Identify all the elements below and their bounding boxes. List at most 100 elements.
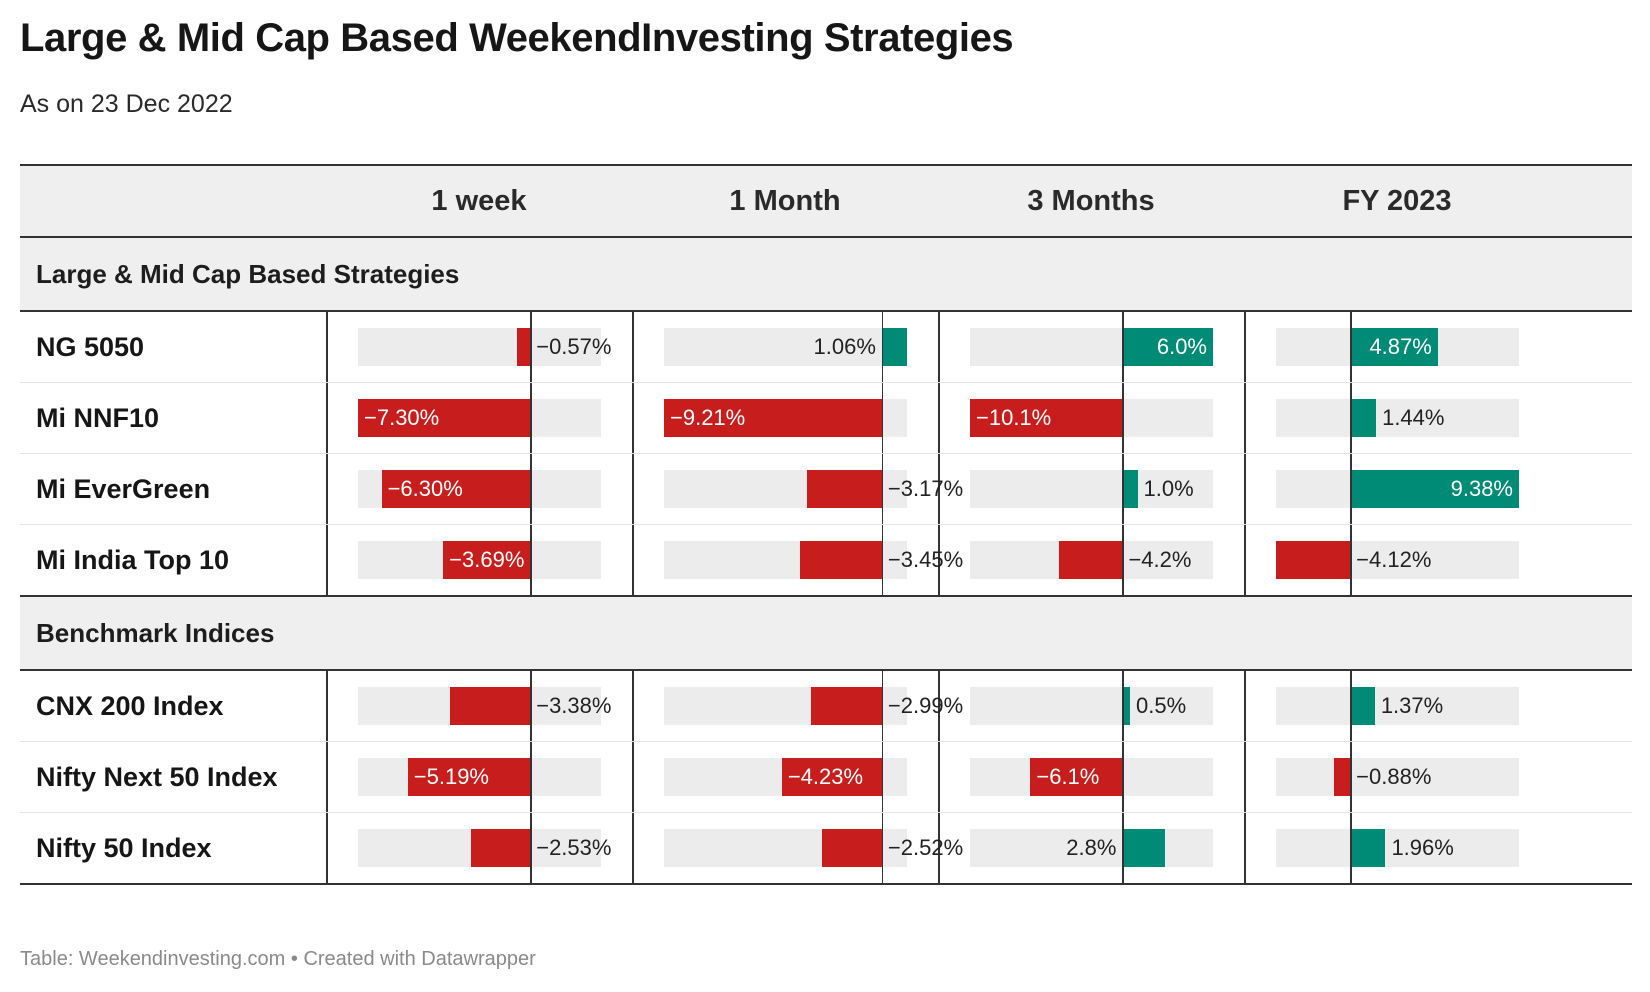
value-label: −5.19% <box>413 764 489 789</box>
chart-title: Large & Mid Cap Based WeekendInvesting S… <box>20 16 1014 60</box>
column-divider <box>632 312 634 382</box>
value-bar <box>664 399 882 437</box>
value-bar <box>1122 470 1138 508</box>
value-label: −2.99% <box>887 693 964 718</box>
zero-axis-line <box>1122 454 1124 524</box>
value-cell: −3.17% <box>632 454 963 524</box>
row-label: Mi EverGreen <box>36 474 211 504</box>
bar-track: −4.2% <box>970 525 1213 595</box>
zero-axis-line <box>881 742 884 812</box>
value-label: −2.53% <box>536 835 612 860</box>
column-divider <box>1244 525 1246 595</box>
column-divider <box>632 383 634 453</box>
value-label: −3.38% <box>536 693 612 718</box>
value-label: −3.17% <box>887 476 964 501</box>
table-row: Mi India Top 10 −3.69% −3.45% −4.2% −4.12% <box>20 525 1632 597</box>
column-divider <box>326 525 328 595</box>
table-row: Nifty Next 50 Index −5.19% −4.23% −6.1% −0.8… <box>20 742 1632 813</box>
value-bar <box>516 328 531 366</box>
column-divider <box>938 383 940 453</box>
value-label: −0.57% <box>536 334 612 359</box>
zero-axis-line <box>530 454 532 524</box>
value-label: 1.96% <box>1391 835 1454 860</box>
bar-track: 1.96% <box>1276 813 1519 883</box>
group-header-row: Large & Mid Cap Based Strategies <box>20 238 1632 312</box>
zero-axis-line <box>1350 525 1352 595</box>
value-bar <box>1059 541 1123 579</box>
bar-track: 9.38% <box>1276 454 1519 524</box>
value-cell: −0.57% <box>326 312 648 382</box>
column-divider <box>632 671 634 741</box>
value-label: −3.69% <box>449 547 525 572</box>
zero-axis-line <box>1122 742 1124 812</box>
bar-track: 1.44% <box>1276 383 1519 453</box>
value-bar <box>381 470 531 508</box>
table-header-row: 1 week 1 Month 3 Months FY 2023 <box>20 164 1632 238</box>
column-divider <box>938 813 940 883</box>
value-cell: −4.2% <box>938 525 1260 595</box>
value-cell: −4.23% <box>632 742 954 812</box>
column-header-2: 3 Months <box>1027 185 1155 217</box>
group-header-row: Benchmark Indices <box>20 597 1632 671</box>
value-cell: −0.88% <box>1244 742 1566 812</box>
value-label: 6.0% <box>1156 334 1207 359</box>
value-cell: −4.12% <box>1244 525 1566 595</box>
column-divider <box>938 525 940 595</box>
value-label: 1.44% <box>1382 405 1445 430</box>
column-divider <box>632 813 634 883</box>
column-divider <box>1244 383 1246 453</box>
zero-axis-line <box>530 312 532 382</box>
value-label: 1.0% <box>1143 476 1194 501</box>
value-bar <box>470 829 531 867</box>
bar-track: 0.5% <box>970 671 1213 741</box>
column-divider <box>1244 813 1246 883</box>
value-cell: −2.53% <box>326 813 648 883</box>
bar-track: −6.30% <box>358 454 601 524</box>
value-label: −0.88% <box>1356 764 1432 789</box>
row-label: Nifty Next 50 Index <box>36 762 278 792</box>
zero-axis-line <box>881 312 884 382</box>
value-label: −9.21% <box>670 405 746 430</box>
value-label: −2.52% <box>887 835 964 860</box>
value-cell: 1.96% <box>1244 813 1566 883</box>
value-cell: 9.38% <box>1244 454 1566 524</box>
zero-axis-line <box>1350 742 1352 812</box>
bar-track: −4.12% <box>1276 525 1519 595</box>
bar-track: −2.53% <box>358 813 611 883</box>
value-bar <box>806 470 882 508</box>
value-bar <box>781 758 882 796</box>
value-bar <box>1350 687 1375 725</box>
value-bar <box>800 541 882 579</box>
zero-axis-line <box>1350 671 1352 741</box>
bar-track: −0.57% <box>358 312 611 382</box>
zero-axis-line <box>881 383 884 453</box>
value-label: −3.45% <box>887 547 964 572</box>
value-cell: −6.1% <box>938 742 1260 812</box>
value-bar <box>1350 328 1438 366</box>
value-cell: −3.38% <box>326 671 648 741</box>
value-bar <box>358 399 531 437</box>
bar-track: 1.37% <box>1276 671 1519 741</box>
table-row: CNX 200 Index −3.38% −2.99% 0.5% 1.37% <box>20 671 1632 742</box>
returns-table: 1 week 1 Month 3 Months FY 2023 Large & Mid… <box>20 164 1632 885</box>
value-cell: 4.87% <box>1244 312 1566 382</box>
bar-track: −9.21% <box>664 383 907 453</box>
zero-axis-line <box>881 671 884 741</box>
zero-axis-line <box>1350 813 1352 883</box>
row-label: Nifty 50 Index <box>36 833 212 863</box>
bar-track: −5.19% <box>358 742 601 812</box>
value-bar <box>1122 328 1213 366</box>
value-bar <box>822 829 882 867</box>
value-bar <box>1276 541 1351 579</box>
zero-axis-line <box>1122 671 1124 741</box>
value-cell: −5.19% <box>326 742 648 812</box>
value-bar <box>1350 829 1386 867</box>
column-divider <box>326 312 328 382</box>
group-label: Benchmark Indices <box>36 618 275 648</box>
column-divider <box>938 312 940 382</box>
value-label: 1.37% <box>1380 693 1444 718</box>
zero-axis-line <box>530 742 532 812</box>
column-divider <box>1244 312 1246 382</box>
value-bar <box>1350 470 1519 508</box>
zero-axis-line <box>881 813 884 883</box>
